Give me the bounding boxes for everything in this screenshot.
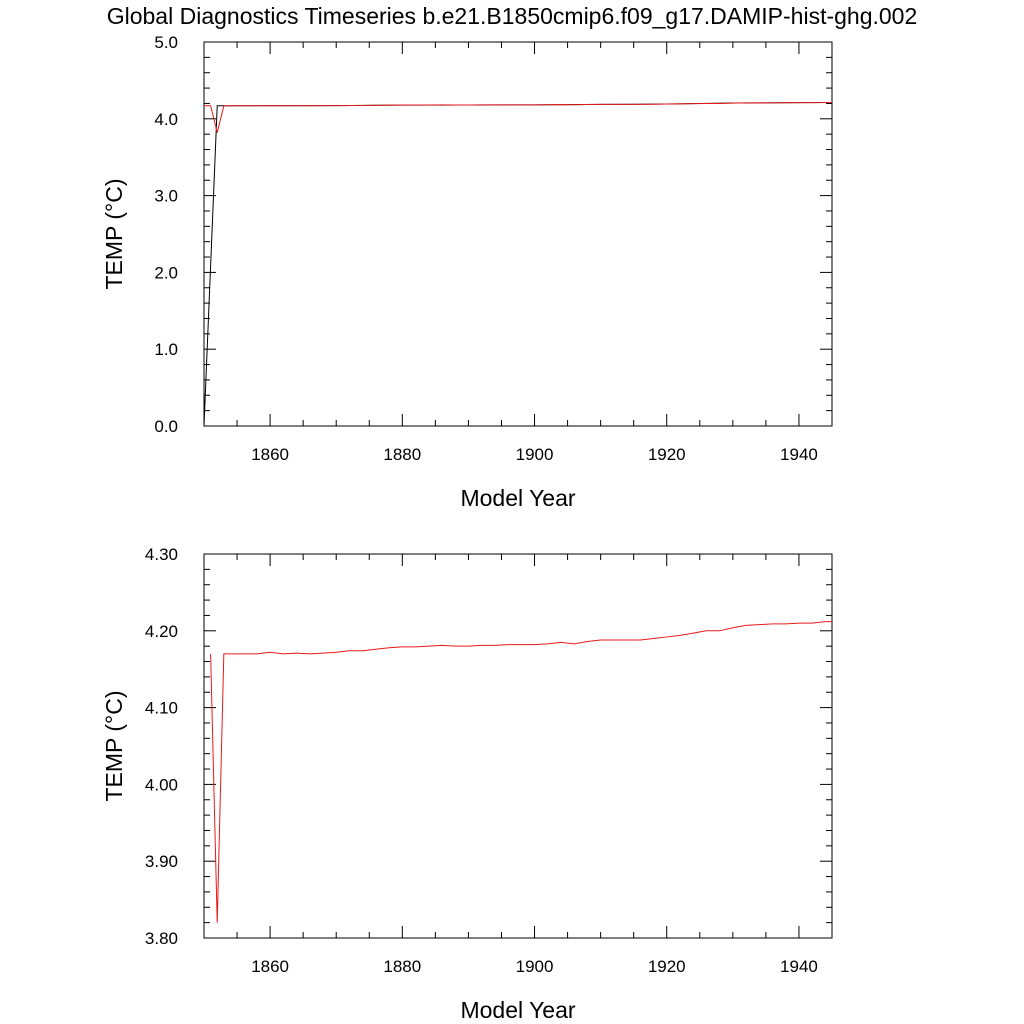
- x-tick-label: 1880: [383, 445, 421, 464]
- y-tick-label: 1.0: [154, 340, 178, 359]
- x-tick-label: 1920: [648, 957, 686, 976]
- x-tick-label: 1940: [780, 957, 818, 976]
- y-axis-label: TEMP (°C): [101, 691, 127, 802]
- series-group: [210, 621, 832, 923]
- y-tick-label: 2.0: [154, 263, 178, 282]
- x-tick-label: 1900: [516, 957, 554, 976]
- y-tick-label: 4.10: [145, 699, 178, 718]
- tick-marks: [203, 41, 833, 427]
- y-tick-label: 4.30: [145, 545, 178, 564]
- tick-labels: 1860 1880 1900 1920 1940 0.0 1.0 2.0 3.0 4.0 5.0: [154, 33, 818, 464]
- tick-labels: 1860 1880 1900 1920 1940 3.80 3.90 4.00 4.10 4.20…: [145, 545, 818, 976]
- top-panel: 1860 1880 1900 1920 1940 0.0 1.0 2.0 3.0 4.0 5.0 M…: [101, 33, 833, 511]
- x-tick-label: 1920: [648, 445, 686, 464]
- x-tick-label: 1860: [251, 445, 289, 464]
- x-tick-label: 1900: [516, 445, 554, 464]
- x-tick-label: 1860: [251, 957, 289, 976]
- y-tick-label: 4.00: [145, 775, 178, 794]
- x-axis-label: Model Year: [460, 485, 575, 511]
- x-tick-label: 1880: [383, 957, 421, 976]
- series-group: [203, 102, 833, 427]
- y-tick-label: 4.20: [145, 622, 178, 641]
- x-axis-label: Model Year: [460, 997, 575, 1023]
- series-line-0: [203, 102, 833, 427]
- series-line-0: [210, 621, 832, 923]
- y-tick-label: 0.0: [154, 417, 178, 436]
- series-line-1: [204, 102, 832, 133]
- plot-frame: [203, 41, 833, 427]
- tick-marks: [203, 553, 833, 939]
- bottom-panel: 1860 1880 1900 1920 1940 3.80 3.90 4.00 4.10 4.20…: [101, 545, 833, 1023]
- y-axis-label: TEMP (°C): [101, 179, 127, 290]
- y-tick-label: 4.0: [154, 110, 178, 129]
- y-tick-label: 3.80: [145, 929, 178, 948]
- y-tick-label: 3.0: [154, 187, 178, 206]
- y-tick-label: 5.0: [154, 33, 178, 52]
- y-tick-label: 3.90: [145, 852, 178, 871]
- x-tick-label: 1940: [780, 445, 818, 464]
- plot-frame: [203, 553, 833, 939]
- chart-title: Global Diagnostics Timeseries b.e21.B185…: [107, 3, 918, 29]
